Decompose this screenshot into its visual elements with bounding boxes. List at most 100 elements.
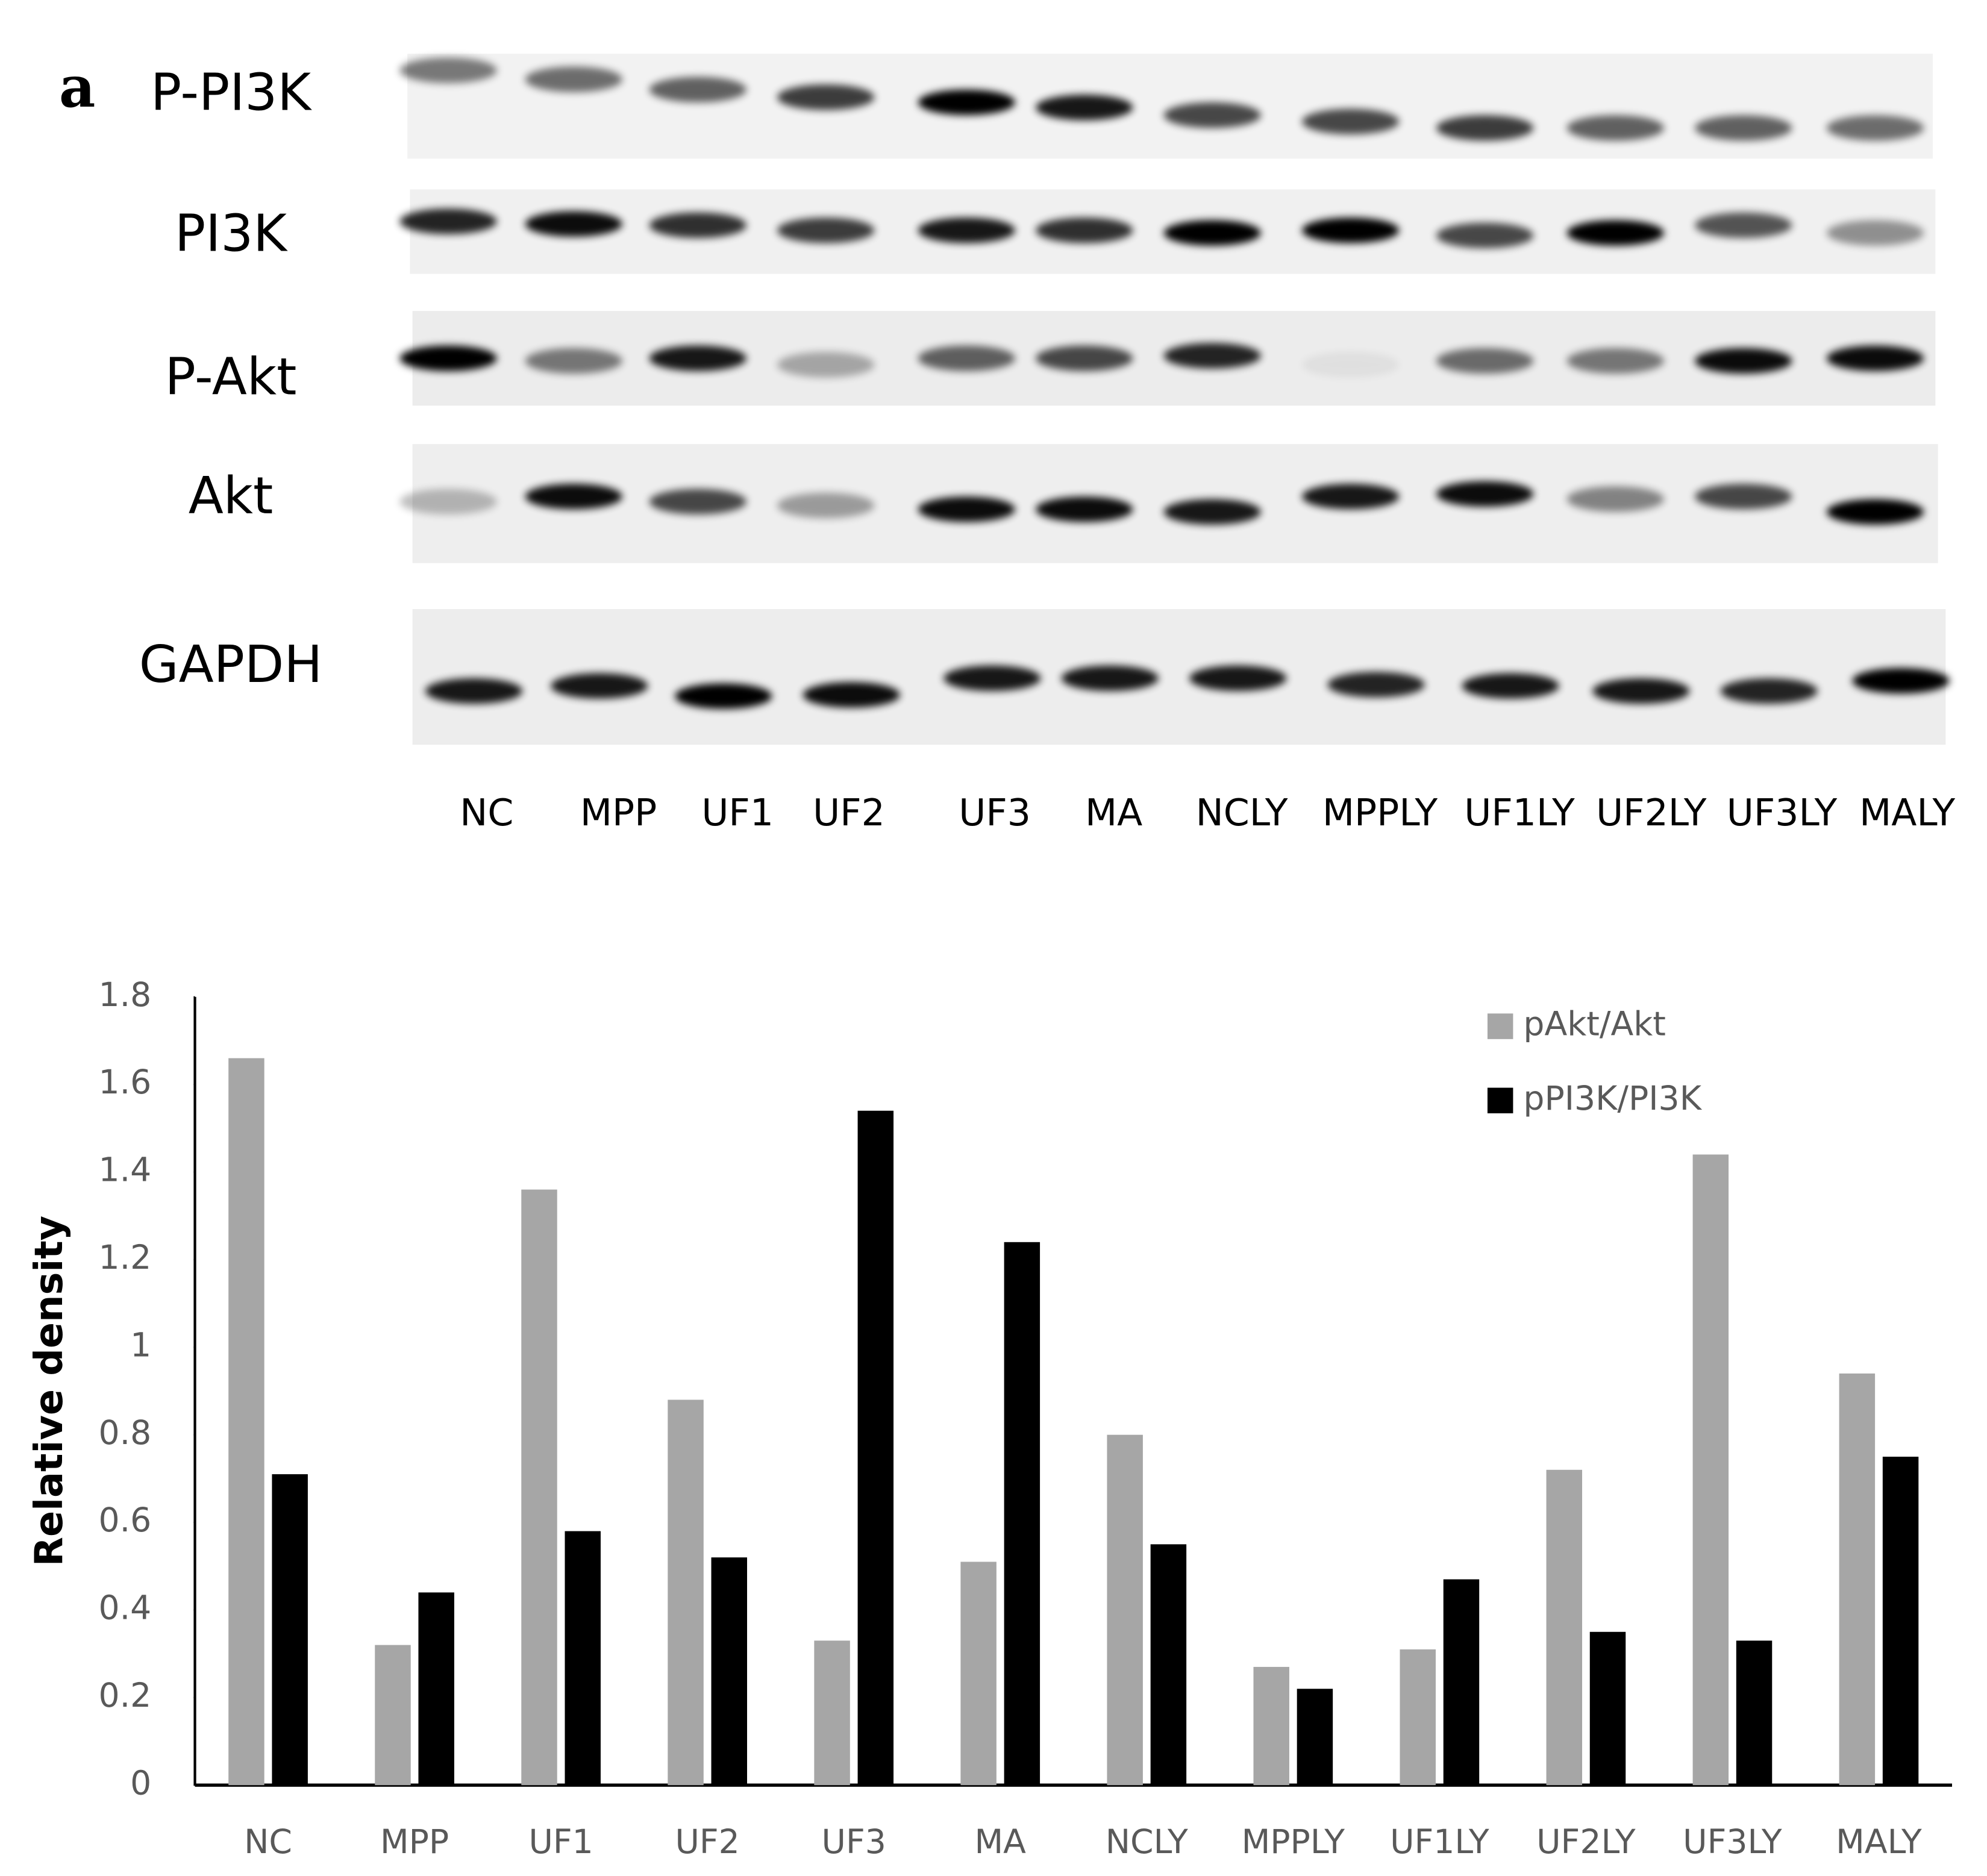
- band: [649, 345, 747, 372]
- bar: [711, 1557, 748, 1786]
- y-tick-label: 0.8: [98, 1414, 151, 1452]
- x-tick-label: NCLY: [1106, 1823, 1188, 1862]
- legend-swatch: [1487, 1013, 1513, 1039]
- band: [1301, 352, 1400, 378]
- band: [918, 89, 1016, 116]
- bar: [228, 1058, 264, 1786]
- band: [399, 57, 497, 84]
- band: [1566, 220, 1665, 246]
- bar: [1297, 1689, 1333, 1786]
- bar: [1839, 1373, 1876, 1786]
- band: [1301, 108, 1400, 135]
- row-label: P-Akt: [165, 347, 297, 407]
- band: [1826, 115, 1924, 141]
- lane-label: NC: [460, 791, 513, 834]
- band: [1436, 348, 1534, 374]
- band: [1436, 115, 1534, 141]
- lane-label: MPP: [580, 791, 657, 834]
- x-tick-label: UF2LY: [1536, 1823, 1636, 1862]
- x-tick-label: MA: [975, 1823, 1027, 1862]
- bar: [375, 1645, 411, 1786]
- lane-label: UF3: [959, 791, 1031, 834]
- bar: [1150, 1544, 1187, 1786]
- bar: [1589, 1631, 1626, 1786]
- band: [1436, 481, 1534, 507]
- legend-label: pPI3K/PI3K: [1523, 1080, 1702, 1118]
- band: [399, 208, 497, 234]
- band: [1036, 345, 1133, 372]
- band: [1163, 499, 1261, 525]
- band: [1695, 483, 1792, 510]
- x-tick-label: UF3LY: [1683, 1823, 1782, 1862]
- band: [918, 496, 1016, 522]
- band: [1163, 343, 1261, 369]
- bar: [521, 1189, 557, 1786]
- western-blot: a P-PI3K PI3K P-Akt Akt GAPDH NC MPP UF1 UF2 UF3 M…: [59, 54, 1956, 834]
- lane-label: MALY: [1859, 791, 1955, 834]
- bar: [418, 1592, 454, 1786]
- y-tick-label: 1.4: [98, 1151, 151, 1190]
- row-label: GAPDH: [139, 635, 322, 695]
- band: [777, 217, 875, 243]
- bar: [814, 1640, 850, 1786]
- band: [1301, 217, 1400, 243]
- band: [1826, 220, 1924, 246]
- bar: [1400, 1649, 1436, 1786]
- legend-label: pAkt/Akt: [1523, 1005, 1665, 1044]
- band: [1036, 217, 1133, 243]
- band: [1061, 665, 1159, 692]
- row-label: PI3K: [175, 204, 288, 263]
- band: [675, 683, 772, 709]
- band: [399, 345, 497, 372]
- bar: [668, 1399, 704, 1786]
- band: [918, 345, 1016, 372]
- bar: [1736, 1640, 1773, 1786]
- bar: [1692, 1154, 1729, 1786]
- y-tick-label: 1.6: [98, 1063, 151, 1102]
- band: [525, 211, 622, 237]
- band: [777, 84, 875, 110]
- y-tick-label: 0.6: [98, 1501, 151, 1540]
- band: [1695, 115, 1792, 141]
- lane-label: UF3LY: [1727, 791, 1838, 834]
- band: [1189, 665, 1287, 692]
- bar: [1546, 1469, 1583, 1786]
- lane-label: MA: [1085, 791, 1142, 834]
- x-tick-label: UF1LY: [1390, 1823, 1489, 1862]
- bar: [565, 1531, 601, 1786]
- band: [777, 492, 875, 519]
- bar: [1107, 1434, 1143, 1786]
- panel-label: a: [59, 54, 96, 120]
- lane-label: NCLY: [1196, 791, 1288, 834]
- lane-label: UF2: [813, 791, 885, 834]
- band: [1695, 348, 1792, 374]
- bar: [272, 1474, 308, 1786]
- band: [1163, 220, 1261, 246]
- legend-swatch: [1487, 1087, 1513, 1114]
- band: [943, 665, 1041, 692]
- y-tick-label: 0: [130, 1764, 151, 1803]
- x-tick-label: UF3: [822, 1823, 886, 1862]
- band: [525, 483, 622, 510]
- band: [1826, 345, 1924, 372]
- lane-label: MPPLY: [1322, 791, 1438, 834]
- band: [1720, 678, 1818, 704]
- y-axis-title: Relative density: [27, 1216, 72, 1566]
- band: [1566, 115, 1665, 141]
- x-tick-label: NC: [244, 1823, 292, 1862]
- band: [399, 489, 497, 514]
- blot-strip: [412, 609, 1946, 745]
- band: [425, 678, 523, 704]
- band: [803, 682, 900, 708]
- y-tick-label: 1.2: [98, 1239, 151, 1277]
- band: [1592, 678, 1690, 704]
- band: [649, 77, 747, 102]
- bar: [1253, 1666, 1289, 1786]
- x-tick-label: UF2: [675, 1823, 740, 1862]
- band: [1436, 222, 1534, 249]
- band: [525, 66, 622, 92]
- row-label: Akt: [189, 466, 274, 526]
- band: [1695, 212, 1792, 239]
- band: [1462, 673, 1559, 699]
